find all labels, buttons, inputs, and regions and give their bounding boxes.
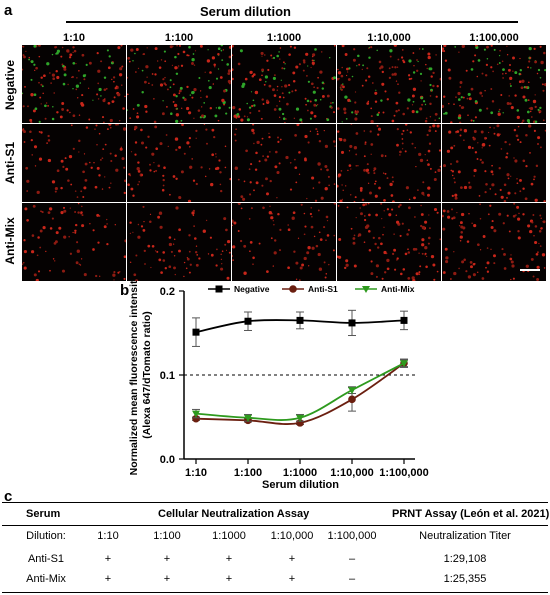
micrograph-anti-mix-5 bbox=[442, 203, 546, 281]
micrograph-anti-mix-1 bbox=[22, 203, 126, 281]
table-cell-anti-mix-2: + bbox=[163, 573, 171, 585]
legend-label-anti-mix: Anti-Mix bbox=[381, 284, 415, 294]
point-negative bbox=[296, 316, 304, 324]
panel-b-letter: b bbox=[120, 282, 130, 299]
table-top-rule bbox=[2, 502, 548, 503]
serum-dilution-bar bbox=[66, 21, 518, 23]
table-header-serum: Serum bbox=[26, 508, 61, 520]
table-row-label-dilution: Dilution: bbox=[26, 530, 66, 542]
legend-item-negative: Negative bbox=[208, 284, 270, 294]
table-prnt-dilution: Neutralization Titer bbox=[419, 530, 511, 542]
table-cell-anti-mix-4: + bbox=[288, 573, 296, 585]
serum-dilution-title: Serum dilution bbox=[200, 4, 291, 19]
fluorescence-chart: 0.0 0.1 0.2 1:10 1:100 1:1000 1:10,000 1:100,00… bbox=[128, 280, 429, 491]
row-label-negative: Negative bbox=[3, 59, 17, 111]
x-tick-label: 1:10 bbox=[185, 467, 207, 479]
micrograph-anti-s1-1 bbox=[22, 124, 126, 202]
micrograph-negative-3 bbox=[232, 45, 336, 123]
x-tick-label: 1:1000 bbox=[283, 467, 317, 479]
legend-item-anti-mix: Anti-Mix bbox=[355, 284, 415, 294]
point-anti-mix bbox=[296, 414, 304, 422]
column-label-1: 1:10 bbox=[62, 32, 86, 44]
y-axis-title-line: (Alexa 647/dTomato ratio) bbox=[141, 311, 153, 439]
series-anti-s1 bbox=[192, 358, 408, 427]
table-header-prnt: PRNT Assay (León et al. 2021) bbox=[392, 508, 550, 520]
column-label-5: 1:100,000 bbox=[469, 32, 519, 44]
point-negative bbox=[192, 328, 200, 336]
micrograph-anti-mix-2 bbox=[127, 203, 231, 281]
micrograph-negative-5 bbox=[442, 45, 546, 123]
y-tick-label: 0.0 bbox=[160, 454, 175, 466]
table-cell-anti-mix-3: + bbox=[225, 573, 233, 585]
table-header-rule bbox=[2, 525, 548, 526]
table-cell-dilution-1: 1:10 bbox=[97, 530, 119, 542]
point-negative bbox=[348, 319, 356, 327]
legend-label-anti-s1: Anti-S1 bbox=[308, 284, 338, 294]
micrograph-negative-1 bbox=[22, 45, 126, 123]
micrograph-negative-4 bbox=[337, 45, 441, 123]
legend-marker-anti-mix bbox=[362, 286, 370, 293]
table-cell-anti-s1-4: + bbox=[288, 553, 296, 565]
column-label-3: 1:1000 bbox=[266, 32, 302, 44]
panel-c-letter: c bbox=[4, 488, 13, 505]
point-negative bbox=[400, 316, 408, 324]
micrograph-anti-mix-3 bbox=[232, 203, 336, 281]
row-label-anti-mix: Anti-Mix bbox=[3, 217, 17, 265]
series-line-anti-mix bbox=[195, 362, 405, 421]
micrograph-anti-s1-5 bbox=[442, 124, 546, 202]
micrograph-anti-s1-4 bbox=[337, 124, 441, 202]
scale-bar bbox=[520, 269, 540, 271]
table-bottom-rule bbox=[2, 592, 548, 593]
micrograph-anti-s1-3 bbox=[232, 124, 336, 202]
point-anti-s1 bbox=[348, 395, 356, 404]
point-anti-s1 bbox=[192, 414, 200, 423]
table-cell-dilution-4: 1:10,000 bbox=[270, 530, 314, 542]
micrograph-negative-2 bbox=[127, 45, 231, 123]
table-cell-dilution-5: 1:100,000 bbox=[327, 530, 377, 542]
table-cell-anti-s1-5: – bbox=[348, 553, 356, 565]
series-anti-mix bbox=[192, 359, 408, 422]
table-cell-anti-mix-1: + bbox=[104, 573, 112, 585]
column-label-4: 1:10,000 bbox=[367, 32, 411, 44]
x-tick-label: 1:100,000 bbox=[379, 467, 429, 479]
table-row-label-anti-mix: Anti-Mix bbox=[26, 573, 66, 585]
x-tick-label: 1:10,000 bbox=[330, 467, 373, 479]
table-cell-anti-s1-3: + bbox=[225, 553, 233, 565]
y-tick-label: 0.1 bbox=[160, 370, 175, 382]
legend-marker-negative bbox=[215, 285, 223, 293]
x-tick-label: 1:100 bbox=[234, 467, 262, 479]
table-row-label-anti-s1: Anti-S1 bbox=[27, 553, 65, 565]
row-label-anti-s1: Anti-S1 bbox=[3, 142, 17, 184]
micrograph-anti-mix-4 bbox=[337, 203, 441, 281]
point-anti-mix bbox=[348, 387, 356, 395]
point-anti-mix bbox=[244, 414, 252, 422]
legend-item-anti-s1: Anti-S1 bbox=[282, 284, 338, 294]
micrograph-anti-s1-2 bbox=[127, 124, 231, 202]
y-tick-label: 0.2 bbox=[160, 286, 175, 298]
panel-a-letter: a bbox=[4, 2, 13, 19]
table-cell-anti-s1-2: + bbox=[163, 553, 171, 565]
x-axis-title: Serum dilution bbox=[262, 479, 339, 491]
column-label-2: 1:100 bbox=[164, 32, 194, 44]
point-anti-mix bbox=[192, 410, 200, 418]
point-anti-mix bbox=[400, 360, 408, 368]
table-cell-anti-s1-1: + bbox=[104, 553, 112, 565]
table-cell-dilution-3: 1:1000 bbox=[212, 530, 246, 542]
table-header-cellular: Cellular Neutralization Assay bbox=[158, 508, 310, 520]
table-prnt-anti-s1: 1:29,108 bbox=[443, 553, 487, 565]
legend-marker-anti-s1 bbox=[289, 285, 297, 293]
table-prnt-anti-mix: 1:25,355 bbox=[443, 573, 487, 585]
table-cell-dilution-2: 1:100 bbox=[153, 530, 181, 542]
point-negative bbox=[244, 317, 252, 325]
legend-label-negative: Negative bbox=[234, 284, 270, 294]
series-negative bbox=[192, 309, 408, 347]
y-axis-title-line: Normalized mean fluorescence intensity bbox=[128, 280, 140, 475]
table-cell-anti-mix-5: – bbox=[348, 573, 356, 585]
